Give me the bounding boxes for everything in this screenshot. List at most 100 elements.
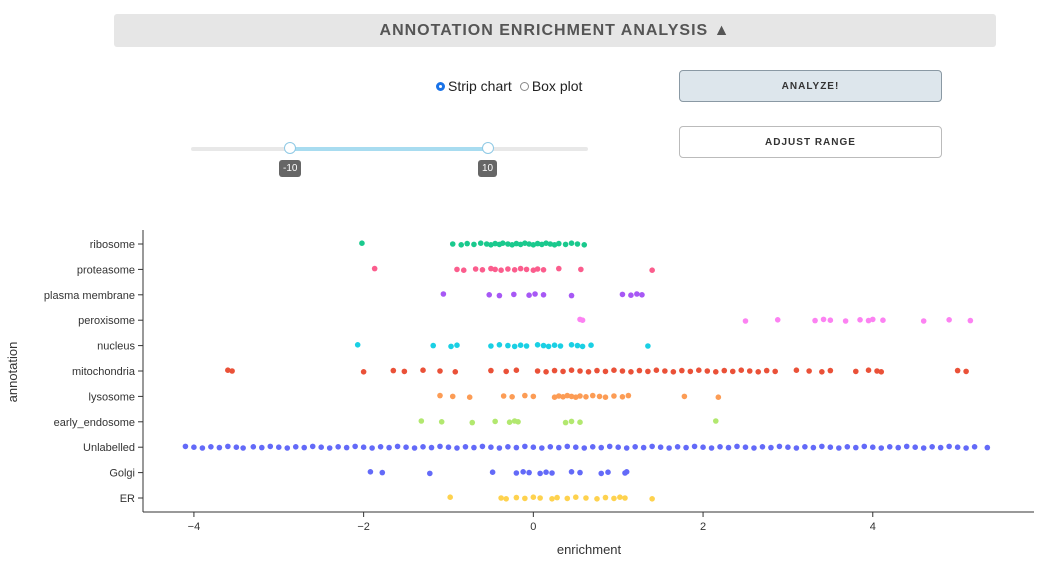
data-point	[452, 369, 459, 375]
data-point	[583, 394, 589, 400]
data-point	[540, 342, 547, 349]
data-point	[611, 393, 617, 399]
data-point	[540, 292, 547, 298]
data-point	[802, 444, 808, 450]
data-point	[326, 445, 333, 451]
data-point	[445, 444, 452, 450]
data-point	[577, 419, 583, 425]
x-tick-label: 4	[870, 521, 876, 533]
data-point	[517, 342, 524, 348]
data-point	[511, 343, 518, 350]
data-point	[759, 444, 766, 450]
range-slider-high-handle[interactable]	[482, 142, 494, 154]
data-point	[827, 317, 834, 323]
data-point	[984, 444, 991, 451]
data-point	[390, 367, 397, 374]
range-slider-low-handle[interactable]	[284, 142, 296, 154]
data-point	[539, 445, 545, 451]
box-plot-label: Box plot	[531, 78, 583, 94]
data-point	[751, 445, 757, 451]
y-tick-label: proteasome	[77, 264, 135, 276]
data-point	[920, 318, 927, 324]
plot-type-selector[interactable]: Strip chart Box plot	[436, 78, 590, 94]
data-point	[471, 241, 477, 248]
data-point	[233, 444, 240, 450]
data-point	[806, 368, 812, 374]
data-point	[420, 367, 426, 373]
data-point	[880, 317, 886, 323]
data-point	[903, 443, 910, 450]
data-point	[611, 495, 617, 502]
data-point	[530, 393, 537, 400]
data-point	[578, 266, 584, 273]
data-point	[742, 444, 749, 450]
y-tick-label: Golgi	[109, 468, 135, 480]
data-point	[532, 291, 538, 297]
enrichment-strip-chart: −4 −2 0 2 4 ribosome proteasome plasma membrane…	[5, 230, 1034, 557]
box-plot-radio[interactable]: Box plot	[519, 78, 583, 94]
data-point	[530, 242, 537, 248]
data-point	[437, 368, 443, 374]
data-point	[496, 292, 503, 299]
radio-selected-icon[interactable]	[436, 81, 445, 91]
data-point	[619, 291, 626, 298]
data-point	[577, 469, 583, 476]
adjust-range-button[interactable]: ADJUST RANGE	[679, 126, 942, 158]
data-point	[819, 369, 825, 375]
data-point	[774, 317, 781, 323]
radio-unselected-icon[interactable]	[519, 81, 529, 91]
y-tick-label: nucleus	[97, 341, 135, 353]
data-point	[623, 445, 630, 451]
data-point	[772, 368, 778, 375]
data-point	[605, 469, 611, 475]
data-point	[520, 469, 526, 475]
data-point	[819, 443, 825, 450]
data-point	[438, 419, 445, 425]
data-point	[562, 241, 569, 248]
data-point	[755, 369, 762, 375]
data-point	[619, 394, 626, 400]
data-point	[645, 368, 651, 375]
y-tick-label: early_endosome	[54, 417, 135, 429]
data-point	[606, 443, 613, 450]
range-slider-selection	[290, 147, 488, 151]
analysis-header[interactable]: ANNOTATION ENRICHMENT ANALYSIS ▲	[114, 14, 996, 47]
data-point	[539, 241, 545, 248]
y-tick-label: peroxisome	[78, 315, 135, 327]
data-point	[537, 470, 543, 477]
data-point	[498, 495, 504, 501]
data-point	[579, 343, 586, 350]
data-point	[275, 444, 282, 450]
data-point	[500, 393, 507, 399]
data-point	[674, 444, 681, 450]
data-point	[551, 367, 558, 374]
data-point	[691, 443, 698, 450]
data-point	[471, 444, 477, 451]
strip-chart-radio[interactable]: Strip chart	[436, 78, 512, 94]
x-tick-label: −4	[188, 521, 201, 533]
data-point	[634, 291, 640, 297]
data-point	[447, 494, 453, 501]
data-point	[549, 496, 555, 502]
data-point	[812, 317, 818, 324]
data-point	[564, 443, 571, 450]
data-point	[505, 266, 511, 272]
data-point	[367, 469, 374, 475]
data-point	[517, 241, 524, 248]
data-point	[477, 240, 484, 246]
data-point	[666, 445, 672, 451]
data-point	[577, 393, 583, 399]
data-point	[469, 419, 476, 426]
data-point	[199, 445, 206, 451]
data-point	[523, 343, 530, 349]
data-point	[842, 318, 849, 324]
analyze-button[interactable]: ANALYZE!	[679, 70, 942, 102]
data-point	[523, 266, 530, 273]
data-point	[503, 496, 509, 502]
data-point	[568, 240, 575, 246]
data-point	[472, 266, 479, 272]
data-point	[488, 444, 494, 450]
data-point	[360, 369, 367, 375]
data-point	[640, 444, 647, 451]
data-point	[768, 444, 774, 451]
